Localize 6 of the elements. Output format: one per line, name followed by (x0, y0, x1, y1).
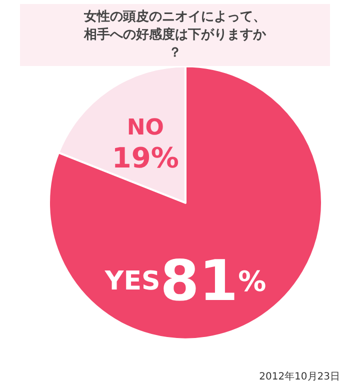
chart-title: 女性の頭皮のニオイによって、相手への好感度は下がりますか？ (83, 10, 267, 60)
slice-label: NO (126, 115, 164, 140)
slice-label: YES (104, 266, 160, 297)
data-label: 81% (160, 249, 266, 314)
text: 2012年10月23日 (259, 370, 340, 382)
data-label: 19% (112, 141, 179, 174)
